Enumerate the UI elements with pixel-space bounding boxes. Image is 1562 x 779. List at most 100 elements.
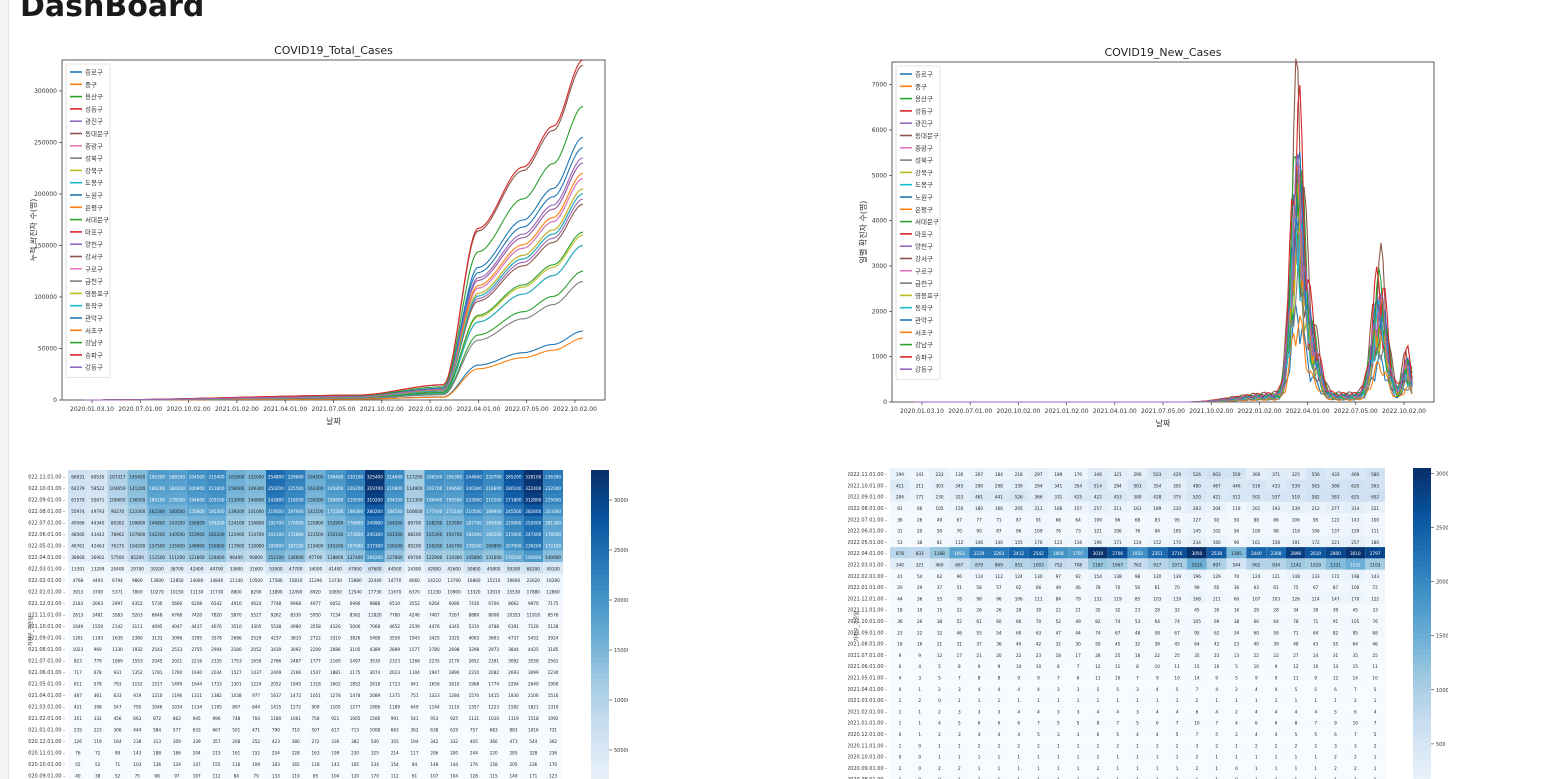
heatmap-cell: [226, 516, 247, 528]
heatmap-cell-value: 58: [1155, 630, 1161, 635]
heatmap-cell: [543, 677, 563, 689]
heatmap-cell-value: 36: [996, 642, 1002, 647]
heatmap-cell-value: 6700: [488, 601, 499, 606]
heatmap-cell-value: 18: [1056, 653, 1062, 658]
heatmap-cell: [1088, 727, 1108, 740]
heatmap-cell: [1266, 513, 1286, 525]
heatmap-cell-value: 13730: [329, 578, 343, 583]
heatmap-cell: [147, 516, 167, 528]
heatmap-cell: [87, 677, 108, 689]
heatmap-cell: [483, 631, 504, 643]
heatmap-cell: [1266, 569, 1286, 581]
colorbar-segment: [591, 470, 609, 476]
heatmap-cell: [107, 573, 128, 585]
heatmap-cell: [384, 723, 405, 735]
heatmap-cell: [890, 761, 910, 774]
heatmap-cell: [1206, 626, 1227, 638]
heatmap-cell: [1127, 637, 1148, 649]
heatmap-cell-value: 11230: [428, 589, 442, 594]
heatmap-cell-value: 7: [1057, 676, 1060, 681]
heatmap-cell-value: 190500: [446, 497, 462, 502]
heatmap-cell-value: 844: [252, 704, 260, 709]
heatmap-cell: [107, 562, 128, 574]
heatmap-cell: [285, 596, 306, 608]
heatmap-cell: [87, 746, 108, 758]
heatmap-cell: [68, 734, 88, 746]
heatmap-cell-value: 487: [74, 693, 82, 698]
heatmap-y-label: 자치구_기준일: [28, 616, 34, 647]
heatmap-cell-value: 13790: [447, 578, 461, 583]
heatmap-cell: [949, 558, 970, 570]
heatmap-cell: [1305, 626, 1326, 638]
heatmap-cell: [909, 739, 930, 751]
heatmap-cell: [1187, 490, 1207, 502]
heatmap-cell-value: 15: [1194, 664, 1200, 669]
heatmap-cell-value: 136800: [288, 555, 304, 560]
heatmap-cell: [384, 757, 405, 769]
heatmap-cell-value: 66: [1036, 585, 1042, 590]
heatmap-cell: [107, 481, 128, 493]
heatmap-cell-value: 4: [1295, 709, 1298, 714]
legend-entry: 강서구: [85, 252, 103, 261]
heatmap-cell-value: 78962: [111, 532, 125, 537]
colorbar-tick-label: 150000: [614, 648, 628, 654]
heatmap-cell: [404, 654, 425, 666]
heatmap-cell-value: 297: [1035, 472, 1043, 477]
heatmap-cell-value: 429: [1173, 472, 1181, 477]
heatmap-cell-value: 79: [1075, 596, 1081, 601]
colorbar-segment: [591, 772, 609, 779]
heatmap-cell: [929, 603, 950, 615]
heatmap-cell: [186, 688, 207, 700]
heatmap-cell-value: 94: [1155, 529, 1161, 534]
heatmap-cell-value: 29700: [131, 566, 145, 571]
heatmap-cell: [167, 665, 187, 677]
heatmap-cell-value: 178200: [466, 543, 482, 548]
heatmap-cell-value: 8662: [508, 601, 519, 606]
heatmap-cell-value: 90800: [249, 555, 263, 560]
heatmap-cell-value: 154: [391, 762, 399, 767]
heatmap-cell-value: 3: [1136, 687, 1139, 692]
heatmap-cell: [1107, 727, 1128, 740]
heatmap-cell: [1246, 581, 1267, 593]
heatmap-cell-value: 341: [1054, 483, 1062, 488]
heatmap-cell-value: 2997: [112, 601, 123, 606]
heatmap-cell-value: 7068: [370, 624, 381, 629]
heatmap-cell-value: 5: [1374, 732, 1377, 737]
heatmap-cell: [1048, 727, 1069, 740]
heatmap-cell: [1107, 626, 1128, 638]
heatmap-cell-value: 13: [1234, 653, 1240, 658]
heatmap-cell: [266, 539, 286, 551]
heatmap-row-label: 2022.05.01.00 -: [848, 540, 887, 546]
heatmap-cell-value: 112: [213, 773, 221, 778]
heatmap-cell-value: 1: [1275, 766, 1278, 771]
heatmap-cell-value: 268: [232, 739, 240, 744]
heatmap-cell: [1266, 773, 1286, 779]
heatmap-cell: [1365, 490, 1385, 502]
colorbar-segment: [1413, 721, 1431, 727]
heatmap-cell: [1246, 592, 1267, 604]
heatmap-cell-value: 2: [978, 743, 981, 748]
heatmap-cell: [1008, 648, 1029, 661]
heatmap-cell: [246, 504, 266, 516]
colorbar-segment: [591, 475, 609, 482]
heatmap-cell-value: 211: [916, 483, 924, 488]
heatmap-cell: [503, 504, 524, 516]
heatmap-cell-value: 16: [897, 642, 903, 647]
heatmap-cell: [483, 550, 504, 562]
heatmap-cell: [1226, 501, 1247, 514]
heatmap-cell-value: 49566: [71, 520, 85, 525]
heatmap-cell: [1048, 558, 1069, 570]
heatmap-cell-value: 107800: [129, 532, 145, 537]
heatmap-cell-value: 6542: [211, 601, 222, 606]
heatmap-cell-value: 7: [1196, 687, 1199, 692]
heatmap-cell: [87, 504, 108, 516]
heatmap-cell: [1107, 761, 1128, 774]
heatmap-cell-value: 991: [391, 716, 399, 721]
heatmap-cell-value: 3325: [449, 635, 460, 640]
heatmap-cell: [246, 711, 266, 723]
heatmap-cell: [1008, 694, 1029, 706]
heatmap-cell: [226, 608, 247, 620]
heatmap-cell: [345, 700, 365, 712]
heatmap-cell: [87, 562, 108, 574]
heatmap-cell-value: 1723: [389, 681, 400, 686]
